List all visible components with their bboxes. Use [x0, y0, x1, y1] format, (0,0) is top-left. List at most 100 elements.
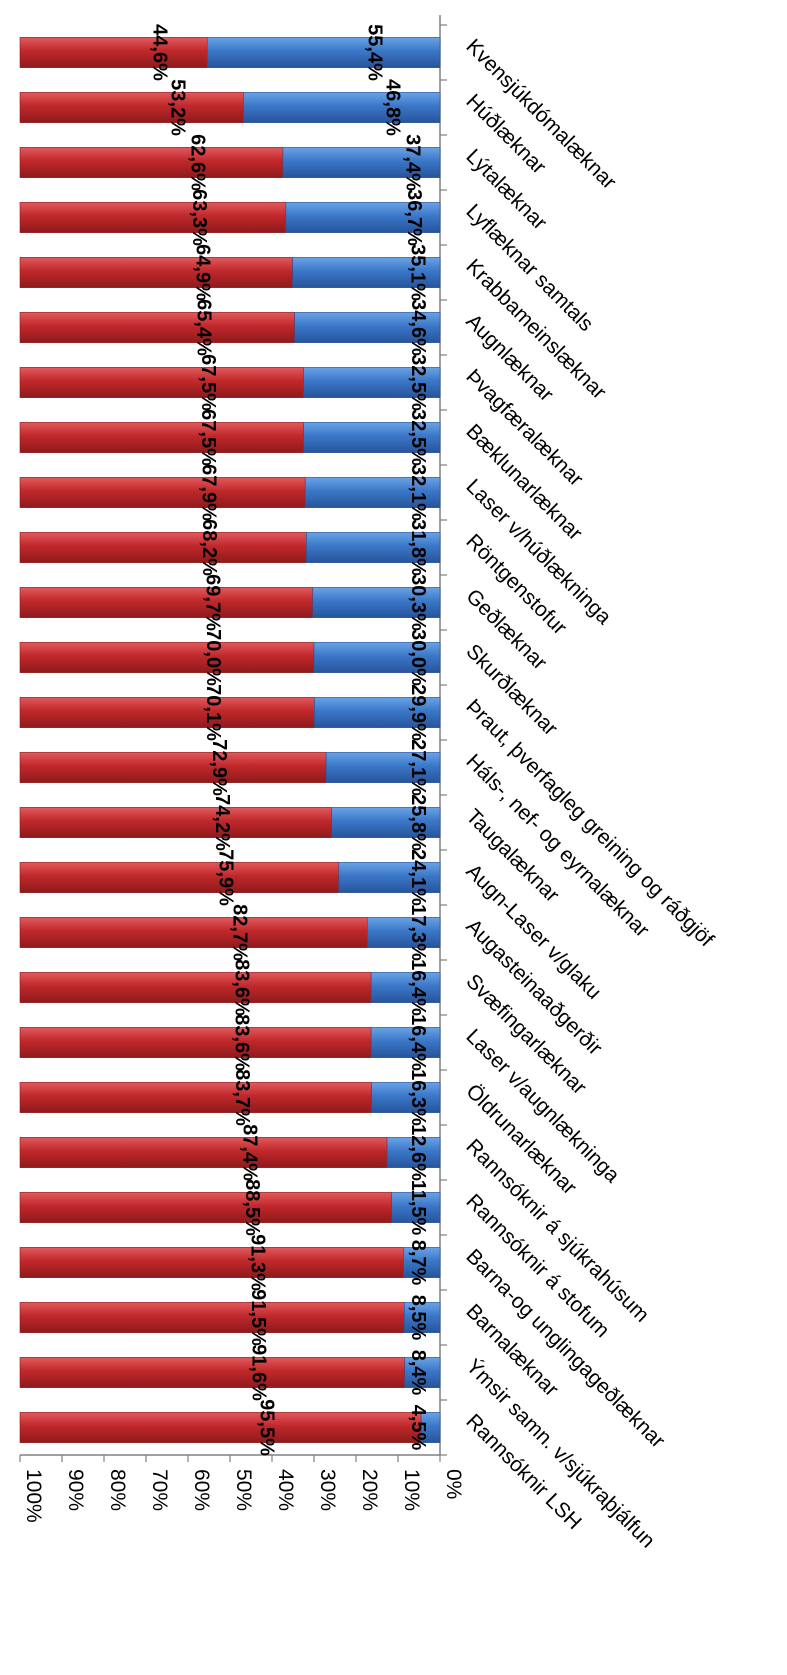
- value-tick-label: 20%: [358, 1469, 381, 1511]
- value-tick-label: 90%: [64, 1469, 87, 1511]
- data-label-series-2: 12,6%: [407, 1124, 429, 1181]
- data-label-series-2: 16,4%: [407, 959, 429, 1016]
- data-label-series-1: 68,2%: [198, 519, 220, 576]
- bar-segment-series-2: [294, 312, 441, 343]
- data-label-series-1: 91,6%: [247, 1344, 269, 1401]
- data-label-series-2: 35,1%: [406, 244, 428, 301]
- bar-segment-series-1: [19, 257, 293, 288]
- category-label: Barna-og unglingageðlæknar: [461, 1245, 669, 1453]
- data-label-series-2: 36,7%: [403, 189, 425, 246]
- data-label-series-1: 62,6%: [186, 134, 208, 191]
- data-label-series-1: 44,6%: [149, 24, 171, 81]
- bar-segment-series-2: [403, 1247, 441, 1278]
- bar-segment-series-1: [19, 917, 368, 948]
- data-label-series-2: 31,8%: [407, 519, 429, 576]
- bar-segment-series-2: [391, 1192, 441, 1223]
- bar-segment-series-1: [19, 972, 372, 1003]
- data-label-series-1: 70,1%: [202, 684, 224, 741]
- bar-segment-series-2: [420, 1412, 441, 1443]
- data-label-series-1: 70,0%: [202, 629, 224, 686]
- data-label-series-2: 55,4%: [364, 24, 386, 81]
- data-label-series-1: 83,7%: [231, 1069, 253, 1126]
- value-tick-label: 100%: [22, 1469, 45, 1523]
- data-label-series-1: 65,4%: [192, 299, 214, 356]
- data-label-series-1: 82,7%: [229, 904, 251, 961]
- bar-segment-series-1: [19, 1137, 388, 1168]
- data-label-series-2: 46,8%: [382, 79, 404, 136]
- bar-segment-series-2: [386, 1137, 441, 1168]
- data-label-series-2: 32,1%: [407, 464, 429, 521]
- bar-segment-series-1: [19, 147, 284, 178]
- bar-segment-series-1: [19, 532, 307, 563]
- bar-segment-series-2: [370, 972, 441, 1003]
- bar-segment-series-1: [19, 367, 304, 398]
- bar-segment-series-2: [207, 37, 441, 68]
- value-tick-label: 10%: [400, 1469, 423, 1511]
- data-label-series-2: 30,3%: [407, 574, 429, 631]
- bar-segment-series-1: [19, 697, 315, 728]
- bar-segment-series-2: [303, 422, 441, 453]
- data-label-series-1: 83,6%: [231, 1014, 253, 1071]
- data-label-series-2: 27,1%: [407, 739, 429, 796]
- data-label-series-1: 67,5%: [197, 354, 219, 411]
- bar-segment-series-1: [19, 1247, 404, 1278]
- bar-segment-series-2: [313, 642, 441, 673]
- bar-segment-series-2: [292, 257, 441, 288]
- bar-segment-series-1: [19, 1082, 372, 1113]
- data-label-series-1: 63,3%: [188, 189, 210, 246]
- data-label-series-2: 8,4%: [407, 1350, 429, 1396]
- bar-segment-series-2: [404, 1357, 441, 1388]
- bar-segment-series-2: [285, 202, 441, 233]
- bar-segment-series-2: [331, 807, 441, 838]
- bar-segment-series-1: [19, 312, 295, 343]
- bar-segment-series-1: [19, 807, 332, 838]
- data-label-series-1: 91,3%: [247, 1234, 269, 1291]
- bar-segment-series-1: [19, 477, 306, 508]
- data-label-series-1: 69,7%: [201, 574, 223, 631]
- value-tick-label: 40%: [274, 1469, 297, 1511]
- bar-segment-series-2: [370, 1027, 441, 1058]
- bar-segment-series-1: [19, 1192, 393, 1223]
- bar-segment-series-2: [304, 477, 441, 508]
- data-label-series-2: 32,5%: [407, 409, 429, 466]
- bar-segment-series-2: [325, 752, 441, 783]
- value-tick-label: 80%: [106, 1469, 129, 1511]
- bar-segment-series-1: [19, 422, 304, 453]
- data-label-series-1: 67,5%: [197, 409, 219, 466]
- data-label-series-2: 34,6%: [407, 299, 429, 356]
- data-label-series-2: 24,1%: [407, 849, 429, 906]
- value-tick-label: 30%: [316, 1469, 339, 1511]
- data-label-series-1: 91,5%: [247, 1289, 269, 1346]
- bars-layer: [19, 37, 441, 1443]
- bar-segment-series-1: [19, 92, 244, 123]
- bar-segment-series-2: [243, 92, 441, 123]
- bar-segment-series-2: [403, 1302, 441, 1333]
- axis-layer: 0% 10% 20% 30% 40% 50% 60% 70% 80% 90% 100%: [19, 15, 465, 1523]
- data-label-series-1: 87,4%: [239, 1124, 261, 1181]
- bar-segment-series-1: [19, 587, 314, 618]
- bar-segment-series-1: [19, 1412, 422, 1443]
- data-label-series-2: 8,5%: [407, 1295, 429, 1341]
- value-tick-label: 60%: [190, 1469, 213, 1511]
- data-label-series-2: 29,9%: [407, 684, 429, 741]
- data-label-series-2: 30,0%: [407, 629, 429, 686]
- data-label-series-1: 72,9%: [208, 739, 230, 796]
- bar-segment-series-2: [367, 917, 441, 948]
- data-label-series-2: 11,5%: [407, 1180, 429, 1236]
- value-tick-label: 70%: [148, 1469, 171, 1511]
- data-label-series-2: 17,3%: [407, 904, 429, 961]
- value-tick-label: 0%: [442, 1469, 465, 1499]
- data-label-series-2: 4,5%: [407, 1405, 429, 1451]
- data-label-series-2: 8,7%: [407, 1240, 429, 1286]
- bar-segment-series-2: [282, 147, 441, 178]
- data-label-series-1: 88,5%: [241, 1179, 263, 1236]
- bar-segment-series-1: [19, 1302, 405, 1333]
- data-label-series-1: 64,9%: [191, 244, 213, 301]
- bar-segment-series-2: [312, 587, 441, 618]
- bar-segment-series-2: [306, 532, 441, 563]
- bar-segment-series-2: [303, 367, 441, 398]
- data-label-series-2: 25,8%: [407, 794, 429, 851]
- bar-segment-series-1: [19, 37, 208, 68]
